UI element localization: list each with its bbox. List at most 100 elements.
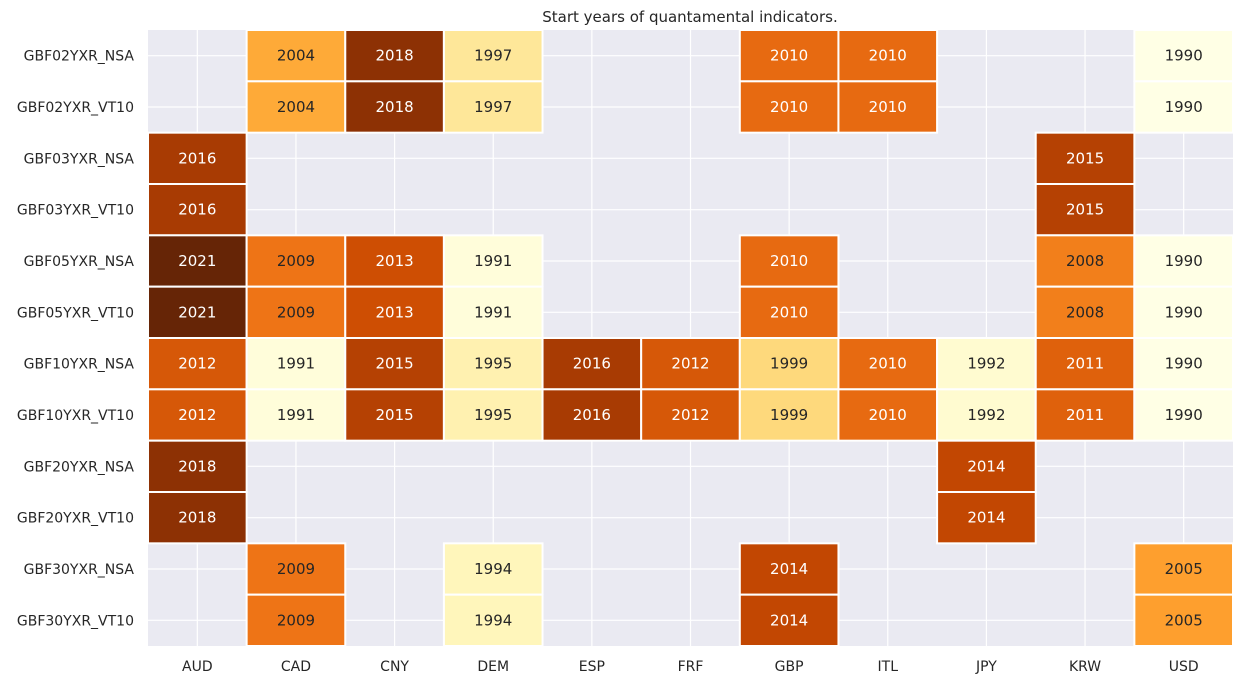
cell-value-label: 1995 xyxy=(474,355,512,373)
cell-value-label: 2005 xyxy=(1165,560,1203,578)
y-tick-label: GBF03YXR_VT10 xyxy=(17,203,134,219)
cell-value-label: 2021 xyxy=(178,252,216,270)
heatmap-cell xyxy=(1133,542,1235,596)
heatmap-cell xyxy=(1133,593,1235,648)
cell-value-label: 2009 xyxy=(277,252,315,270)
x-tick-label: USD xyxy=(1169,659,1199,675)
cell-value-label: 2015 xyxy=(1066,201,1104,219)
heatmap-cell xyxy=(738,234,840,288)
heatmap-cell xyxy=(640,388,741,442)
heatmap-cell xyxy=(640,337,741,391)
cell-value-label: 2010 xyxy=(869,47,907,65)
cell-value-labels: 2004 2018 1997 2010 2010 1990 2004 2018 1997 2010… xyxy=(178,47,1203,630)
cell-value-label: 1997 xyxy=(474,98,512,116)
cell-value-label: 2013 xyxy=(375,303,413,321)
cell-value-label: 2012 xyxy=(671,355,709,373)
heatmap-cell xyxy=(344,80,445,134)
cell-value-label: 2005 xyxy=(1165,611,1203,629)
heatmap-cell xyxy=(1133,80,1235,134)
cell-value-label: 2012 xyxy=(178,406,216,424)
heatmap-cell xyxy=(442,593,544,648)
y-tick-label: GBF05YXR_NSA xyxy=(24,254,135,270)
cell-value-label: 2018 xyxy=(375,47,413,65)
y-tick-label: GBF10YXR_NSA xyxy=(24,357,135,373)
cell-value-label: 2014 xyxy=(967,457,1005,475)
heatmap-cell xyxy=(1034,337,1136,391)
y-tick-label: GBF10YXR_VT10 xyxy=(17,408,134,424)
heatmap-cell xyxy=(1133,388,1235,442)
chart-title: Start years of quantamental indicators. xyxy=(542,8,837,26)
cell-value-label: 2004 xyxy=(277,47,315,65)
x-tick-label: GBP xyxy=(775,659,804,675)
heatmap-cell xyxy=(1034,388,1136,442)
heatmap-cell xyxy=(837,29,939,83)
cell-value-label: 2016 xyxy=(573,355,611,373)
cell-value-label: 2016 xyxy=(573,406,611,424)
y-tick-label: GBF05YXR_VT10 xyxy=(17,305,134,321)
heatmap-cell xyxy=(936,491,1037,545)
heatmap-cell xyxy=(442,542,544,596)
heatmap-cell xyxy=(245,285,347,339)
x-tick-label: ITL xyxy=(878,659,899,675)
cell-value-label: 1992 xyxy=(967,355,1005,373)
cell-value-label: 1997 xyxy=(474,47,512,65)
heatmap-cell xyxy=(738,542,840,596)
x-tick-label: JPY xyxy=(975,659,997,675)
cell-value-label: 1991 xyxy=(474,252,512,270)
cell-value-label: 2010 xyxy=(770,47,808,65)
heatmap-cell xyxy=(936,388,1037,442)
heatmap-cell xyxy=(147,234,248,288)
heatmap-cell xyxy=(245,388,347,442)
heatmap-cell xyxy=(738,29,840,83)
heatmap-cell xyxy=(837,80,939,134)
cell-value-label: 1990 xyxy=(1165,355,1203,373)
cell-value-label: 2018 xyxy=(178,457,216,475)
cell-value-label: 1994 xyxy=(474,611,512,629)
cell-value-label: 1990 xyxy=(1165,47,1203,65)
heatmap-cell xyxy=(1133,285,1235,339)
y-tick-label: GBF02YXR_NSA xyxy=(24,49,135,65)
heatmap-cell xyxy=(738,388,840,442)
heatmap-cell xyxy=(1133,29,1235,83)
cell-value-label: 2009 xyxy=(277,611,315,629)
heatmap-cell xyxy=(344,29,445,83)
x-tick-label: KRW xyxy=(1069,659,1101,675)
cell-value-label: 2014 xyxy=(967,509,1005,527)
cell-value-label: 1990 xyxy=(1165,406,1203,424)
heatmap-cell xyxy=(147,183,248,237)
cell-value-label: 2004 xyxy=(277,98,315,116)
heatmap-cell xyxy=(147,131,248,186)
heatmap-cell xyxy=(442,80,544,134)
heatmap-cell xyxy=(147,439,248,493)
cell-value-label: 2015 xyxy=(375,355,413,373)
heatmap-cell xyxy=(344,388,445,442)
heatmap-cell xyxy=(442,234,544,288)
cell-value-label: 1999 xyxy=(770,406,808,424)
y-tick-label: GBF02YXR_VT10 xyxy=(17,100,134,116)
y-axis-tick-labels: GBF02YXR_NSA GBF02YXR_VT10 GBF03YXR_NSA GBF… xyxy=(17,49,135,630)
heatmap-cell xyxy=(936,337,1037,391)
x-axis-tick-labels: AUD CAD CNY DEM ESP FRF GBP ITL JPY KRW USD xyxy=(182,659,1199,675)
heatmap-cell xyxy=(738,593,840,648)
cell-value-label: 2021 xyxy=(178,303,216,321)
heatmap-cell xyxy=(738,80,840,134)
cell-value-label: 2015 xyxy=(1066,149,1104,167)
heatmap-cell xyxy=(147,388,248,442)
cell-value-label: 1995 xyxy=(474,406,512,424)
y-tick-label: GBF30YXR_NSA xyxy=(24,562,135,578)
x-tick-label: CAD xyxy=(281,659,311,675)
x-tick-label: ESP xyxy=(579,659,605,675)
cell-value-label: 2014 xyxy=(770,611,808,629)
x-tick-label: DEM xyxy=(477,659,509,675)
cell-value-label: 2015 xyxy=(375,406,413,424)
cell-value-label: 2013 xyxy=(375,252,413,270)
heatmap-cell xyxy=(245,593,347,648)
cell-value-label: 2010 xyxy=(869,98,907,116)
cell-value-label: 1992 xyxy=(967,406,1005,424)
heatmap-cell xyxy=(1133,337,1235,391)
cell-value-label: 2008 xyxy=(1066,303,1104,321)
y-tick-label: GBF03YXR_NSA xyxy=(24,151,135,167)
x-tick-label: FRF xyxy=(678,659,704,675)
